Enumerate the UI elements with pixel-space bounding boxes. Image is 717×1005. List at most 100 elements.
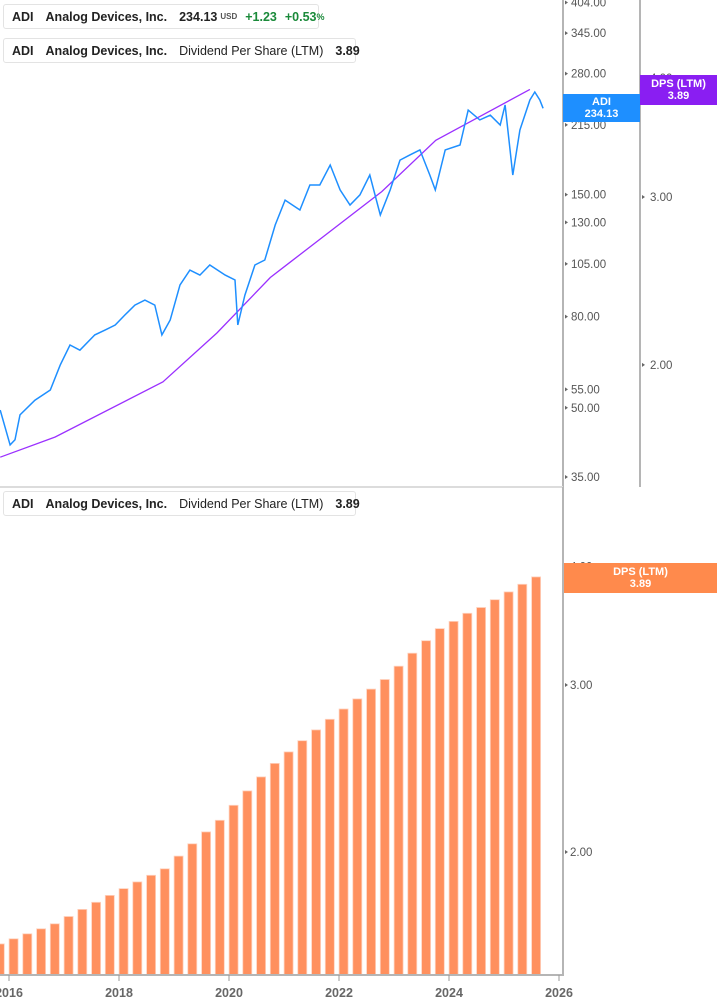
dps-bar	[132, 881, 143, 976]
dps-bar	[214, 819, 225, 976]
tick-mark	[565, 31, 568, 36]
price-tick-label: 130.00	[571, 217, 606, 229]
legend-value: 3.89	[335, 496, 360, 511]
dps-bar	[379, 679, 390, 976]
price-tick-label: 80.00	[571, 312, 600, 324]
legend-ticker: ADI	[12, 496, 34, 511]
tick-mark	[565, 682, 568, 687]
legend-pct-sign: %	[316, 11, 325, 22]
legend-ticker: ADI	[12, 9, 34, 24]
dps-bar	[49, 923, 60, 976]
dps-legend-top[interactable]: ADI Analog Devices, Inc. Dividend Per Sh…	[3, 38, 360, 63]
dps-line	[0, 88, 531, 458]
price-tick-label: 55.00	[571, 384, 600, 396]
dps-bar	[421, 640, 432, 976]
dps-bar	[118, 888, 129, 976]
x-tick-label: 2016	[0, 986, 23, 1000]
x-tick-label: 2018	[105, 986, 133, 1000]
dps-bar	[159, 868, 170, 976]
dps-bar	[0, 943, 5, 976]
dps-bar	[91, 901, 101, 976]
legend-ticker: ADI	[12, 43, 34, 58]
price-tick-label: 345.00	[571, 28, 606, 40]
bar-y-tick-label: 2.00	[570, 847, 592, 859]
tick-mark	[565, 850, 568, 854]
legend-price: 234.13	[179, 9, 218, 24]
price-tick-label: 280.00	[571, 69, 606, 81]
bar-y-axis-ticks: 4.003.002.00	[565, 561, 592, 859]
tick-mark	[565, 122, 568, 127]
dps-bar	[256, 776, 267, 976]
dps-legend-bottom[interactable]: ADI Analog Devices, Inc. Dividend Per Sh…	[3, 491, 360, 516]
price-tick-label: 50.00	[571, 403, 600, 415]
legend-metric: Dividend Per Share (LTM)	[179, 496, 324, 511]
dps-bar	[434, 628, 445, 976]
dps-bar	[22, 933, 33, 976]
tick-mark	[565, 71, 568, 76]
dps-bar	[531, 576, 541, 976]
price-tag-label: ADI	[592, 96, 611, 108]
legend-company: Analog Devices, Inc.	[45, 496, 168, 511]
tick-mark	[642, 362, 645, 367]
dps-bars	[0, 576, 541, 976]
dps-bar	[63, 916, 74, 976]
tick-mark	[565, 261, 568, 266]
dps-tag-value: 3.89	[667, 90, 690, 102]
dps-bar	[8, 938, 19, 976]
dps-bar	[242, 790, 253, 976]
dps-bar	[462, 612, 473, 976]
dps-bar	[338, 708, 349, 976]
dps-bar	[146, 874, 157, 976]
price-tick-label: 404.00	[571, 0, 606, 9]
price-legend[interactable]: ADI Analog Devices, Inc. 234.13 USD +1.2…	[3, 4, 325, 29]
dps-bar	[297, 740, 308, 976]
dps-bar	[283, 751, 294, 976]
tick-mark	[565, 475, 568, 479]
dps-bar	[311, 729, 322, 976]
dps-bar	[187, 843, 198, 976]
dps-tag-label: DPS (LTM)	[651, 78, 706, 90]
dps-bar	[269, 763, 280, 976]
dps-axis-ticks: 4.003.002.00	[642, 73, 672, 372]
dps-bar	[104, 895, 115, 976]
tick-mark	[565, 405, 568, 410]
dps-tick-label: 3.00	[650, 192, 672, 204]
tick-mark	[565, 192, 568, 197]
price-tick-label: 35.00	[571, 472, 600, 484]
x-tick-label: 2026	[545, 986, 573, 1000]
dps-bar	[503, 591, 514, 976]
dps-tag-label: DPS (LTM)	[613, 566, 668, 578]
dps-tag-top: DPS (LTM) 3.89	[640, 75, 717, 105]
dps-tag-value: 3.89	[629, 578, 652, 590]
dps-bar	[366, 688, 377, 976]
dps-bar	[352, 698, 363, 976]
x-tick-label: 2024	[435, 986, 463, 1000]
tick-mark	[642, 195, 645, 199]
tick-mark	[565, 387, 568, 392]
legend-metric: Dividend Per Share (LTM)	[179, 43, 324, 58]
price-tag-value: 234.13	[584, 108, 619, 120]
legend-change-pct: +0.53	[284, 9, 317, 24]
price-tick-label: 150.00	[571, 190, 606, 202]
legend-value: 3.89	[335, 43, 360, 58]
dps-tick-label: 2.00	[650, 360, 672, 372]
price-line	[0, 90, 544, 447]
legend-company: Analog Devices, Inc.	[45, 43, 168, 58]
dps-bar	[476, 607, 487, 976]
dps-bar	[201, 831, 212, 976]
dps-tag-bottom: DPS (LTM) 3.89	[564, 563, 717, 593]
dps-bar	[393, 665, 404, 976]
tick-mark	[565, 314, 568, 319]
x-tick-label: 2020	[215, 986, 243, 1000]
price-axis-ticks: 404.00 345.00 280.00 215.00 150.00 130.00 105.…	[565, 0, 606, 484]
x-axis-ticks: 2016 2018 2020 2022 2024 2026	[0, 975, 573, 1000]
dps-bar	[489, 599, 500, 976]
price-tick-label: 105.00	[571, 259, 606, 271]
dps-bar	[324, 718, 335, 976]
dps-bar	[77, 909, 88, 976]
legend-currency: USD	[220, 12, 238, 21]
dps-bar	[228, 804, 239, 976]
price-tick-label: 215.00	[571, 120, 606, 132]
price-tag: ADI 234.13	[563, 94, 640, 122]
